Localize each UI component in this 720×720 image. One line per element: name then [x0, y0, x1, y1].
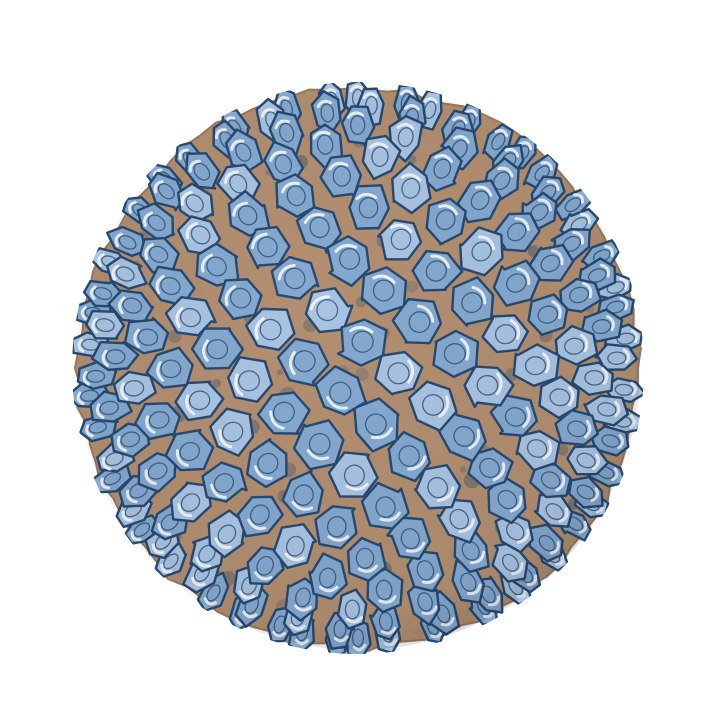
sphere-shading	[76, 86, 640, 650]
capsid	[72, 82, 644, 654]
